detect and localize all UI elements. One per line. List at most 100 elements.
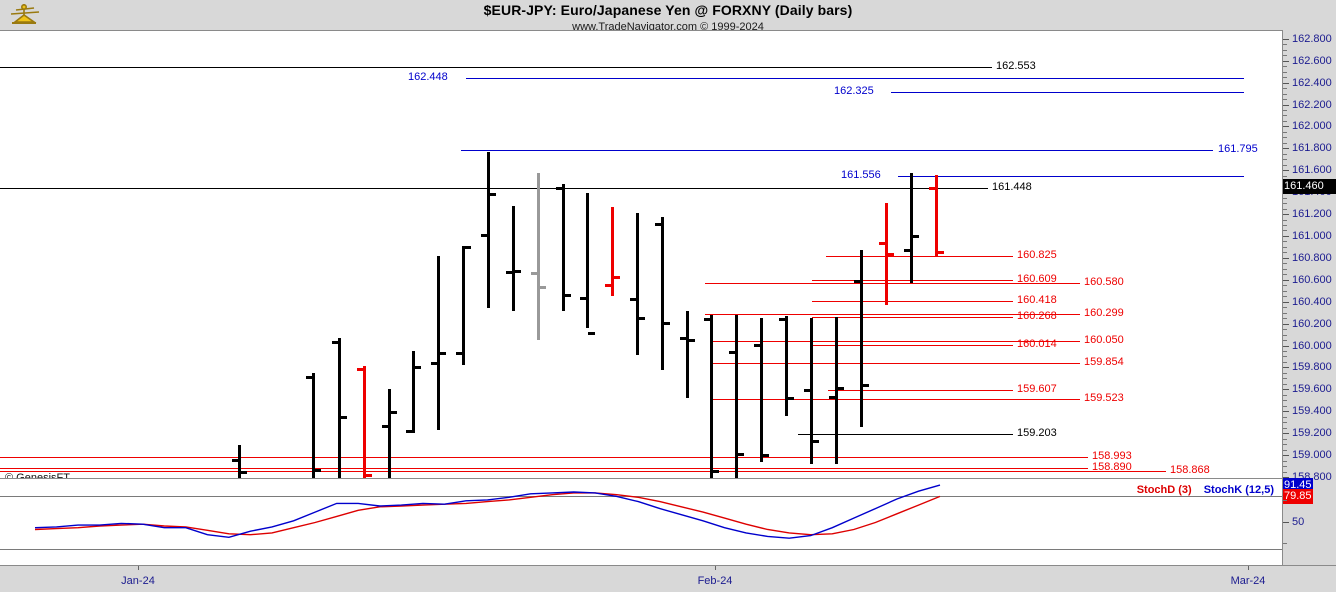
stochastic-indicator-pane[interactable]: StochD (3) StochK (12,5) xyxy=(0,478,1282,567)
ohlc-bar[interactable] xyxy=(562,184,565,311)
price-axis-label: 160.200 xyxy=(1292,318,1332,330)
ohlc-bar[interactable] xyxy=(363,366,366,478)
price-axis-minor-tick xyxy=(1283,143,1287,144)
ohlc-open-tick xyxy=(306,376,313,379)
ohlc-open-tick xyxy=(829,396,836,399)
price-axis-minor-tick xyxy=(1283,313,1287,314)
ohlc-bar[interactable] xyxy=(437,256,440,430)
ohlc-bar[interactable] xyxy=(462,246,465,365)
price-axis-minor-tick xyxy=(1283,296,1287,297)
indicator-gridline xyxy=(0,549,1282,550)
ohlc-bar[interactable] xyxy=(710,315,713,478)
price-axis-label: 162.000 xyxy=(1292,120,1332,132)
price-axis-minor-tick xyxy=(1283,225,1287,226)
price-level-line[interactable] xyxy=(713,363,1080,364)
price-level-line[interactable] xyxy=(0,457,1088,458)
ohlc-open-tick xyxy=(531,272,538,275)
ohlc-bar[interactable] xyxy=(810,318,813,464)
ohlc-bar[interactable] xyxy=(312,373,315,478)
ohlc-open-tick xyxy=(382,425,389,428)
date-axis[interactable]: Jan-24 Feb-24 Mar-24 xyxy=(0,565,1336,592)
price-axis-minor-tick xyxy=(1283,115,1287,116)
ohlc-open-tick xyxy=(854,280,861,283)
price-axis-label: 162.800 xyxy=(1292,33,1332,45)
ohlc-bar[interactable] xyxy=(611,207,614,296)
price-axis-minor-tick xyxy=(1283,422,1287,423)
price-axis-label: 162.200 xyxy=(1292,99,1332,111)
price-axis-minor-tick xyxy=(1283,203,1287,204)
price-level-line[interactable] xyxy=(466,78,1244,79)
ohlc-bar[interactable] xyxy=(238,445,241,478)
price-axis-label: 160.800 xyxy=(1292,252,1332,264)
ohlc-bar[interactable] xyxy=(636,213,639,355)
price-level-label: 162.325 xyxy=(834,85,874,97)
price-level-line[interactable] xyxy=(461,150,1213,151)
price-level-line[interactable] xyxy=(0,67,992,68)
indicator-legend-item[interactable]: StochD (3) xyxy=(1136,484,1192,496)
ohlc-bar[interactable] xyxy=(661,217,664,370)
ohlc-bar[interactable] xyxy=(910,173,913,283)
ohlc-close-tick xyxy=(514,270,521,273)
price-level-line[interactable] xyxy=(705,314,1080,315)
ohlc-bar[interactable] xyxy=(388,389,391,478)
price-axis-minor-tick xyxy=(1283,88,1287,89)
ohlc-bar[interactable] xyxy=(586,193,589,328)
price-level-line[interactable] xyxy=(713,341,1080,342)
price-axis-label: 159.000 xyxy=(1292,449,1332,461)
price-axis[interactable]: 162.800 162.600 162.400 162.200 162.000 161.8… xyxy=(1282,30,1336,565)
price-level-line[interactable] xyxy=(812,345,1013,346)
ohlc-close-tick xyxy=(390,411,397,414)
price-axis-label: 161.600 xyxy=(1292,164,1332,176)
ohlc-bar[interactable] xyxy=(835,317,838,464)
indicator-legend-item[interactable]: StochK (12,5) xyxy=(1203,484,1274,496)
price-axis-minor-tick xyxy=(1283,351,1287,352)
price-level-label: 159.523 xyxy=(1084,392,1124,404)
price-level-line[interactable] xyxy=(705,283,1080,284)
ohlc-open-tick xyxy=(804,389,811,392)
ohlc-bar[interactable] xyxy=(512,206,515,311)
ohlc-bar[interactable] xyxy=(487,152,490,308)
ohlc-close-tick xyxy=(365,474,372,477)
price-plot-area[interactable]: © GenesisFT 162.553 162.448 162.325 161.795… xyxy=(0,30,1282,479)
price-level-label: 159.854 xyxy=(1084,356,1124,368)
price-level-line[interactable] xyxy=(0,468,1088,469)
price-level-line[interactable] xyxy=(812,317,1013,318)
ohlc-bar[interactable] xyxy=(537,173,540,340)
price-level-line[interactable] xyxy=(812,301,1013,302)
indicator-gridline xyxy=(0,496,1282,497)
ohlc-open-tick xyxy=(630,298,637,301)
ohlc-bar[interactable] xyxy=(860,250,863,427)
price-axis-minor-tick xyxy=(1283,137,1287,138)
price-axis-minor-tick xyxy=(1283,378,1287,379)
ohlc-close-tick xyxy=(539,286,546,289)
ohlc-bar[interactable] xyxy=(785,316,788,416)
price-level-line[interactable] xyxy=(798,434,1013,435)
price-axis-minor-tick xyxy=(1283,335,1287,336)
price-axis-minor-tick xyxy=(1283,362,1287,363)
ohlc-bar[interactable] xyxy=(735,315,738,478)
price-level-label: 162.553 xyxy=(996,60,1036,72)
price-level-line[interactable] xyxy=(898,176,1244,177)
ohlc-bar[interactable] xyxy=(935,175,938,256)
price-level-line[interactable] xyxy=(891,92,1244,93)
price-axis-minor-tick xyxy=(1283,121,1287,122)
price-axis-minor-tick xyxy=(1283,209,1287,210)
price-level-line[interactable] xyxy=(828,390,1013,391)
price-level-label: 160.299 xyxy=(1084,307,1124,319)
price-level-line[interactable] xyxy=(826,256,1013,257)
ohlc-close-tick xyxy=(787,397,794,400)
ohlc-close-tick xyxy=(688,339,695,342)
price-level-line[interactable] xyxy=(0,188,988,189)
ohlc-bar[interactable] xyxy=(885,203,888,305)
ohlc-bar[interactable] xyxy=(686,311,689,398)
ohlc-bar[interactable] xyxy=(412,351,415,433)
price-level-label: 160.268 xyxy=(1017,310,1057,322)
price-level-line[interactable] xyxy=(713,399,1080,400)
ohlc-close-tick xyxy=(712,470,719,473)
price-axis-label: 159.600 xyxy=(1292,383,1332,395)
price-level-label: 158.868 xyxy=(1170,464,1210,476)
ohlc-bar[interactable] xyxy=(338,338,341,478)
ohlc-bar[interactable] xyxy=(760,318,763,462)
price-level-line[interactable] xyxy=(0,471,1166,472)
